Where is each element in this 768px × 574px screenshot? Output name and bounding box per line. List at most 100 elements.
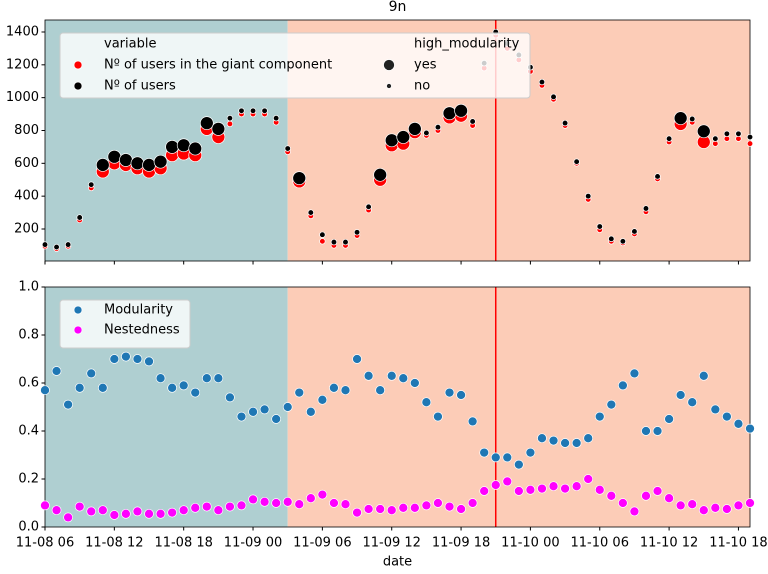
data-point bbox=[190, 502, 201, 513]
data-point bbox=[583, 474, 594, 484]
data-point bbox=[548, 435, 559, 446]
data-point bbox=[74, 382, 85, 393]
y-tick-label: 1400 bbox=[6, 24, 39, 39]
data-point bbox=[398, 373, 409, 384]
data-point bbox=[305, 493, 316, 504]
data-point bbox=[226, 120, 234, 128]
legend-marker bbox=[73, 81, 83, 91]
data-point bbox=[571, 438, 582, 448]
data-point bbox=[594, 484, 605, 495]
data-point bbox=[467, 416, 478, 427]
data-point bbox=[353, 229, 361, 236]
data-point bbox=[664, 493, 674, 504]
data-point bbox=[675, 390, 686, 400]
data-point bbox=[53, 243, 60, 251]
chart-title: 9n bbox=[389, 0, 407, 15]
data-point bbox=[722, 411, 732, 422]
data-point bbox=[272, 115, 280, 122]
data-point bbox=[398, 502, 409, 513]
y-tick-label: 400 bbox=[14, 189, 39, 204]
data-point bbox=[514, 486, 524, 496]
x-tick-label: 11-09 06 bbox=[293, 536, 351, 551]
data-point bbox=[155, 508, 166, 519]
data-point bbox=[606, 490, 617, 501]
data-point bbox=[456, 504, 466, 514]
data-point bbox=[176, 138, 191, 153]
x-tick-label: 11-10 06 bbox=[571, 536, 629, 551]
data-point bbox=[698, 505, 709, 516]
y-tick-label: 200 bbox=[14, 221, 39, 236]
data-point bbox=[375, 504, 386, 514]
axes-frame bbox=[44, 286, 751, 528]
data-point bbox=[51, 366, 62, 376]
data-point bbox=[213, 505, 224, 516]
legend-label: Nº of users bbox=[104, 79, 176, 94]
data-point bbox=[444, 387, 455, 398]
data-point bbox=[618, 498, 628, 508]
data-point bbox=[259, 496, 270, 507]
data-point bbox=[121, 508, 131, 519]
y-tick-label: 0.8 bbox=[18, 328, 39, 343]
data-point bbox=[735, 130, 742, 137]
data-point bbox=[292, 171, 307, 185]
x-tick-label: 11-10 00 bbox=[501, 536, 559, 551]
data-point bbox=[629, 506, 640, 517]
legend-marker bbox=[386, 83, 392, 89]
data-point bbox=[687, 397, 698, 408]
data-point bbox=[421, 500, 432, 511]
data-point bbox=[618, 380, 628, 391]
data-point bbox=[421, 397, 432, 408]
legend-label: yes bbox=[414, 58, 437, 73]
x-tick-label: 11-10 18 bbox=[709, 536, 767, 551]
data-point bbox=[178, 380, 189, 391]
data-point bbox=[502, 452, 513, 463]
data-point bbox=[201, 501, 212, 512]
y-tick-label: 1200 bbox=[6, 57, 39, 72]
legend-marker bbox=[383, 59, 395, 71]
data-point bbox=[97, 505, 108, 516]
data-point bbox=[631, 228, 638, 235]
data-point bbox=[167, 382, 177, 393]
data-point bbox=[550, 93, 557, 100]
legend-box bbox=[59, 32, 531, 99]
data-point bbox=[319, 238, 326, 245]
data-point bbox=[121, 351, 131, 362]
data-point bbox=[733, 418, 744, 429]
data-point bbox=[86, 506, 97, 517]
data-point bbox=[365, 203, 372, 210]
data-point bbox=[190, 387, 201, 398]
data-point bbox=[330, 238, 338, 246]
legend-box bbox=[59, 299, 191, 349]
data-point bbox=[225, 392, 235, 403]
data-point bbox=[467, 498, 478, 508]
data-point bbox=[109, 354, 120, 364]
data-point bbox=[442, 106, 457, 121]
data-point bbox=[132, 354, 143, 364]
x-tick-label: 11-08 18 bbox=[154, 536, 212, 551]
data-point bbox=[444, 501, 455, 512]
data-point bbox=[201, 373, 212, 384]
data-point bbox=[745, 498, 755, 508]
data-point bbox=[76, 214, 83, 221]
data-point bbox=[746, 133, 754, 141]
x-tick-label: 11-09 12 bbox=[362, 536, 420, 551]
data-point bbox=[641, 426, 651, 436]
data-point bbox=[352, 354, 362, 364]
data-point bbox=[585, 193, 592, 200]
data-point bbox=[490, 452, 501, 463]
data-point bbox=[144, 356, 154, 367]
data-point bbox=[384, 133, 399, 148]
data-point bbox=[167, 507, 177, 518]
data-point bbox=[249, 107, 257, 114]
data-point bbox=[433, 498, 443, 508]
data-point bbox=[41, 241, 49, 248]
legend-label: Modularity bbox=[104, 303, 173, 318]
data-point bbox=[317, 394, 328, 405]
data-point bbox=[329, 382, 339, 393]
data-point bbox=[652, 426, 663, 436]
data-point bbox=[211, 121, 226, 136]
data-point bbox=[629, 368, 640, 379]
x-tick-label: 11-08 12 bbox=[85, 536, 143, 551]
